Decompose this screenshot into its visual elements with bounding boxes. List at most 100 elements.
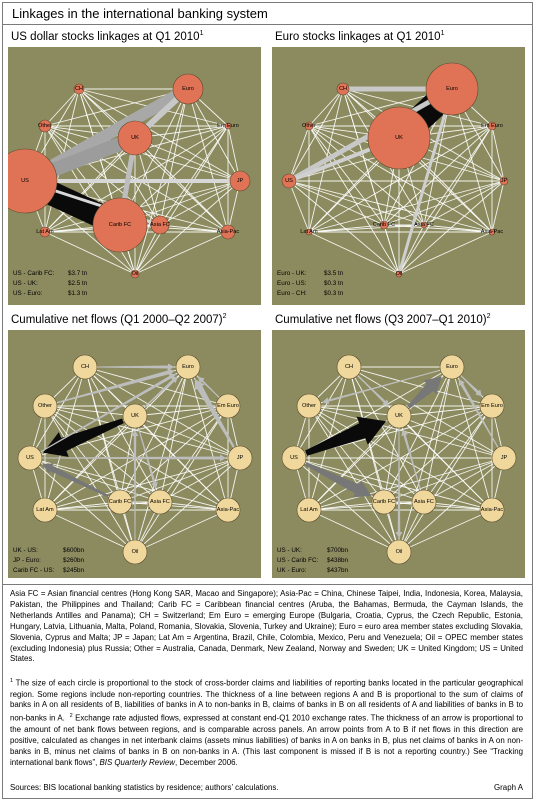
node-label: Asia-Pac [481, 507, 504, 513]
link-line [383, 224, 400, 275]
node-jp: JP [499, 176, 509, 186]
link-line [383, 415, 400, 503]
link-line [29, 457, 229, 511]
link-line [134, 509, 229, 553]
node-circle [479, 497, 505, 523]
link-line [308, 125, 493, 233]
node-circle [386, 403, 412, 429]
link-line [119, 415, 136, 503]
graph-title: Linkages in the international banking sy… [12, 6, 268, 21]
panel-title-flows-post: Cumulative net flows (Q3 2007–Q1 2010)2 [275, 313, 491, 326]
link-line [44, 405, 241, 459]
link-line [84, 366, 136, 553]
link-line [398, 231, 493, 275]
node-euro: Euro [175, 354, 201, 380]
node-us: US [281, 173, 297, 189]
title-bar: Linkages in the international banking sy… [3, 3, 532, 25]
node-circle [227, 445, 253, 471]
node-latam: Lat Am [32, 497, 58, 523]
link-line [423, 125, 493, 226]
link-line [293, 457, 425, 503]
link-line [159, 457, 241, 503]
node-circle [336, 82, 350, 96]
link-line [308, 125, 385, 226]
node-oil: Oil [122, 539, 148, 565]
link-line [308, 405, 425, 503]
link-line [44, 509, 136, 553]
link-line [308, 405, 505, 459]
link-line [84, 366, 161, 503]
node-emeuro: Em Euro [217, 122, 239, 130]
node-label: Carib FC [109, 499, 131, 505]
flow-arrow [407, 376, 442, 409]
node-latam: Lat Am [36, 226, 54, 238]
node-circle [371, 489, 397, 515]
node-label: Euro [446, 364, 458, 370]
node-asiafc: Asia FC [147, 489, 173, 515]
node-label: UK [395, 135, 403, 141]
node-asiafc: Asia FC [411, 489, 437, 515]
node-label: US [285, 178, 293, 184]
node-label: Asia FC [414, 222, 434, 228]
node-circle [92, 197, 148, 253]
link-line [84, 366, 241, 459]
link-line [44, 180, 241, 233]
node-ch: CH [72, 354, 98, 380]
node-oil: Oil [386, 539, 412, 565]
node-asiapac: Asia-Pac [481, 228, 503, 236]
node-label: Euro [182, 364, 194, 370]
node-circle [499, 176, 509, 186]
node-label: JP [237, 455, 244, 461]
node-label: CH [75, 86, 83, 92]
node-other: Other [38, 119, 52, 133]
node-label: Em Euro [217, 123, 239, 129]
link-line [423, 405, 493, 503]
link-line [29, 366, 86, 459]
node-circle [386, 539, 412, 565]
graph-id: Graph A [494, 783, 523, 792]
node-circle [147, 489, 173, 515]
node-circle [420, 221, 428, 229]
node-ch: CH [73, 83, 85, 95]
link-line [159, 366, 189, 503]
link-line [134, 415, 241, 459]
node-label: Lat Am [36, 229, 54, 235]
node-asiapac: Asia-Pac [217, 224, 239, 240]
link-line [308, 457, 505, 511]
node-label: Em Euro [217, 403, 239, 409]
link-line [308, 224, 425, 233]
link-line [398, 415, 505, 459]
node-label: CH [339, 86, 347, 92]
flow-arrow [458, 379, 499, 447]
node-jp: JP [491, 445, 517, 471]
link-line [293, 366, 350, 459]
node-euro: Euro [172, 73, 204, 105]
node-jp: JP [229, 170, 251, 192]
node-circle [304, 121, 314, 131]
node-circle [8, 148, 58, 214]
node-other: Other [32, 393, 58, 419]
link-line [187, 366, 229, 511]
node-circle [175, 354, 201, 380]
node-label: UK [131, 135, 139, 141]
network-panel-euro-stocks: CH Euro Other UK Em Euro US JP Carib FC Lat Am As… [272, 47, 525, 305]
node-label: Other [38, 123, 52, 129]
node-label: Em Euro [481, 403, 503, 409]
node-label: CH [345, 364, 353, 370]
node-caribfc: Carib FC [92, 197, 148, 253]
link-line [44, 415, 136, 511]
node-label: JP [237, 178, 244, 184]
link-line [398, 366, 453, 553]
sources-text: Sources: BIS locational banking statisti… [10, 783, 279, 792]
flow-arrow [194, 379, 235, 448]
link-line [348, 366, 400, 553]
node-circle [122, 539, 148, 565]
link-line [308, 405, 400, 417]
flow-arrow [98, 363, 174, 371]
link-line [308, 509, 400, 553]
link-line [423, 457, 505, 503]
node-circle [281, 445, 307, 471]
node-circle [107, 489, 133, 515]
node-label: CH [81, 364, 89, 370]
